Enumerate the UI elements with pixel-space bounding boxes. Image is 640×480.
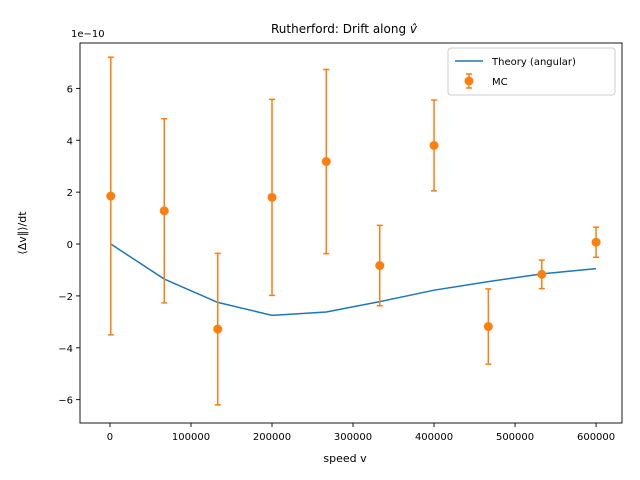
- chart-title: Rutherford: Drift along v̂: [271, 22, 418, 36]
- x-tick-label: 100000: [172, 432, 210, 443]
- mc-data-point: [429, 140, 439, 150]
- mc-data-point: [267, 192, 277, 202]
- legend-label-theory: Theory (angular): [491, 57, 576, 68]
- y-axis-label: ⟨Δv∥⟩/dt: [16, 211, 29, 255]
- y-tick-label: −2: [58, 292, 73, 303]
- mc-data-point: [106, 191, 116, 201]
- plot-frame: [79, 42, 623, 424]
- legend-swatch-mc-marker: [464, 76, 474, 86]
- legend-label-mc: MC: [492, 77, 508, 88]
- y-tick-label: 4: [67, 136, 73, 147]
- y-tick-label: 6: [67, 84, 73, 95]
- x-axis-label: speed v: [323, 452, 367, 465]
- y-tick-label: 2: [67, 188, 73, 199]
- y-axis-multiplier: 1e−10: [71, 29, 105, 40]
- plot-area: 0 100000 200000 300000 400000 500000 600000 −6 −…: [58, 42, 623, 443]
- mc-data-point: [537, 269, 547, 279]
- mc-data-point: [321, 157, 331, 167]
- x-tick-label: 200000: [253, 432, 291, 443]
- x-tick-label: 400000: [415, 432, 453, 443]
- y-tick-label: −6: [58, 396, 73, 407]
- x-tick-label: 500000: [496, 432, 534, 443]
- series-line-theory: [110, 243, 597, 317]
- mc-data-point: [375, 261, 385, 271]
- mc-data-point: [213, 324, 223, 334]
- mc-data-point: [591, 237, 601, 247]
- y-tick-label: 0: [67, 240, 73, 251]
- mc-data-point: [159, 206, 169, 216]
- x-tick-label: 0: [107, 432, 113, 443]
- mc-data-point: [483, 322, 493, 332]
- y-tick-label: −4: [58, 344, 73, 355]
- legend-box: [447, 47, 616, 96]
- x-tick-label: 300000: [334, 432, 372, 443]
- x-tick-label: 600000: [577, 432, 615, 443]
- legend: Theory (angular) MC: [447, 47, 616, 96]
